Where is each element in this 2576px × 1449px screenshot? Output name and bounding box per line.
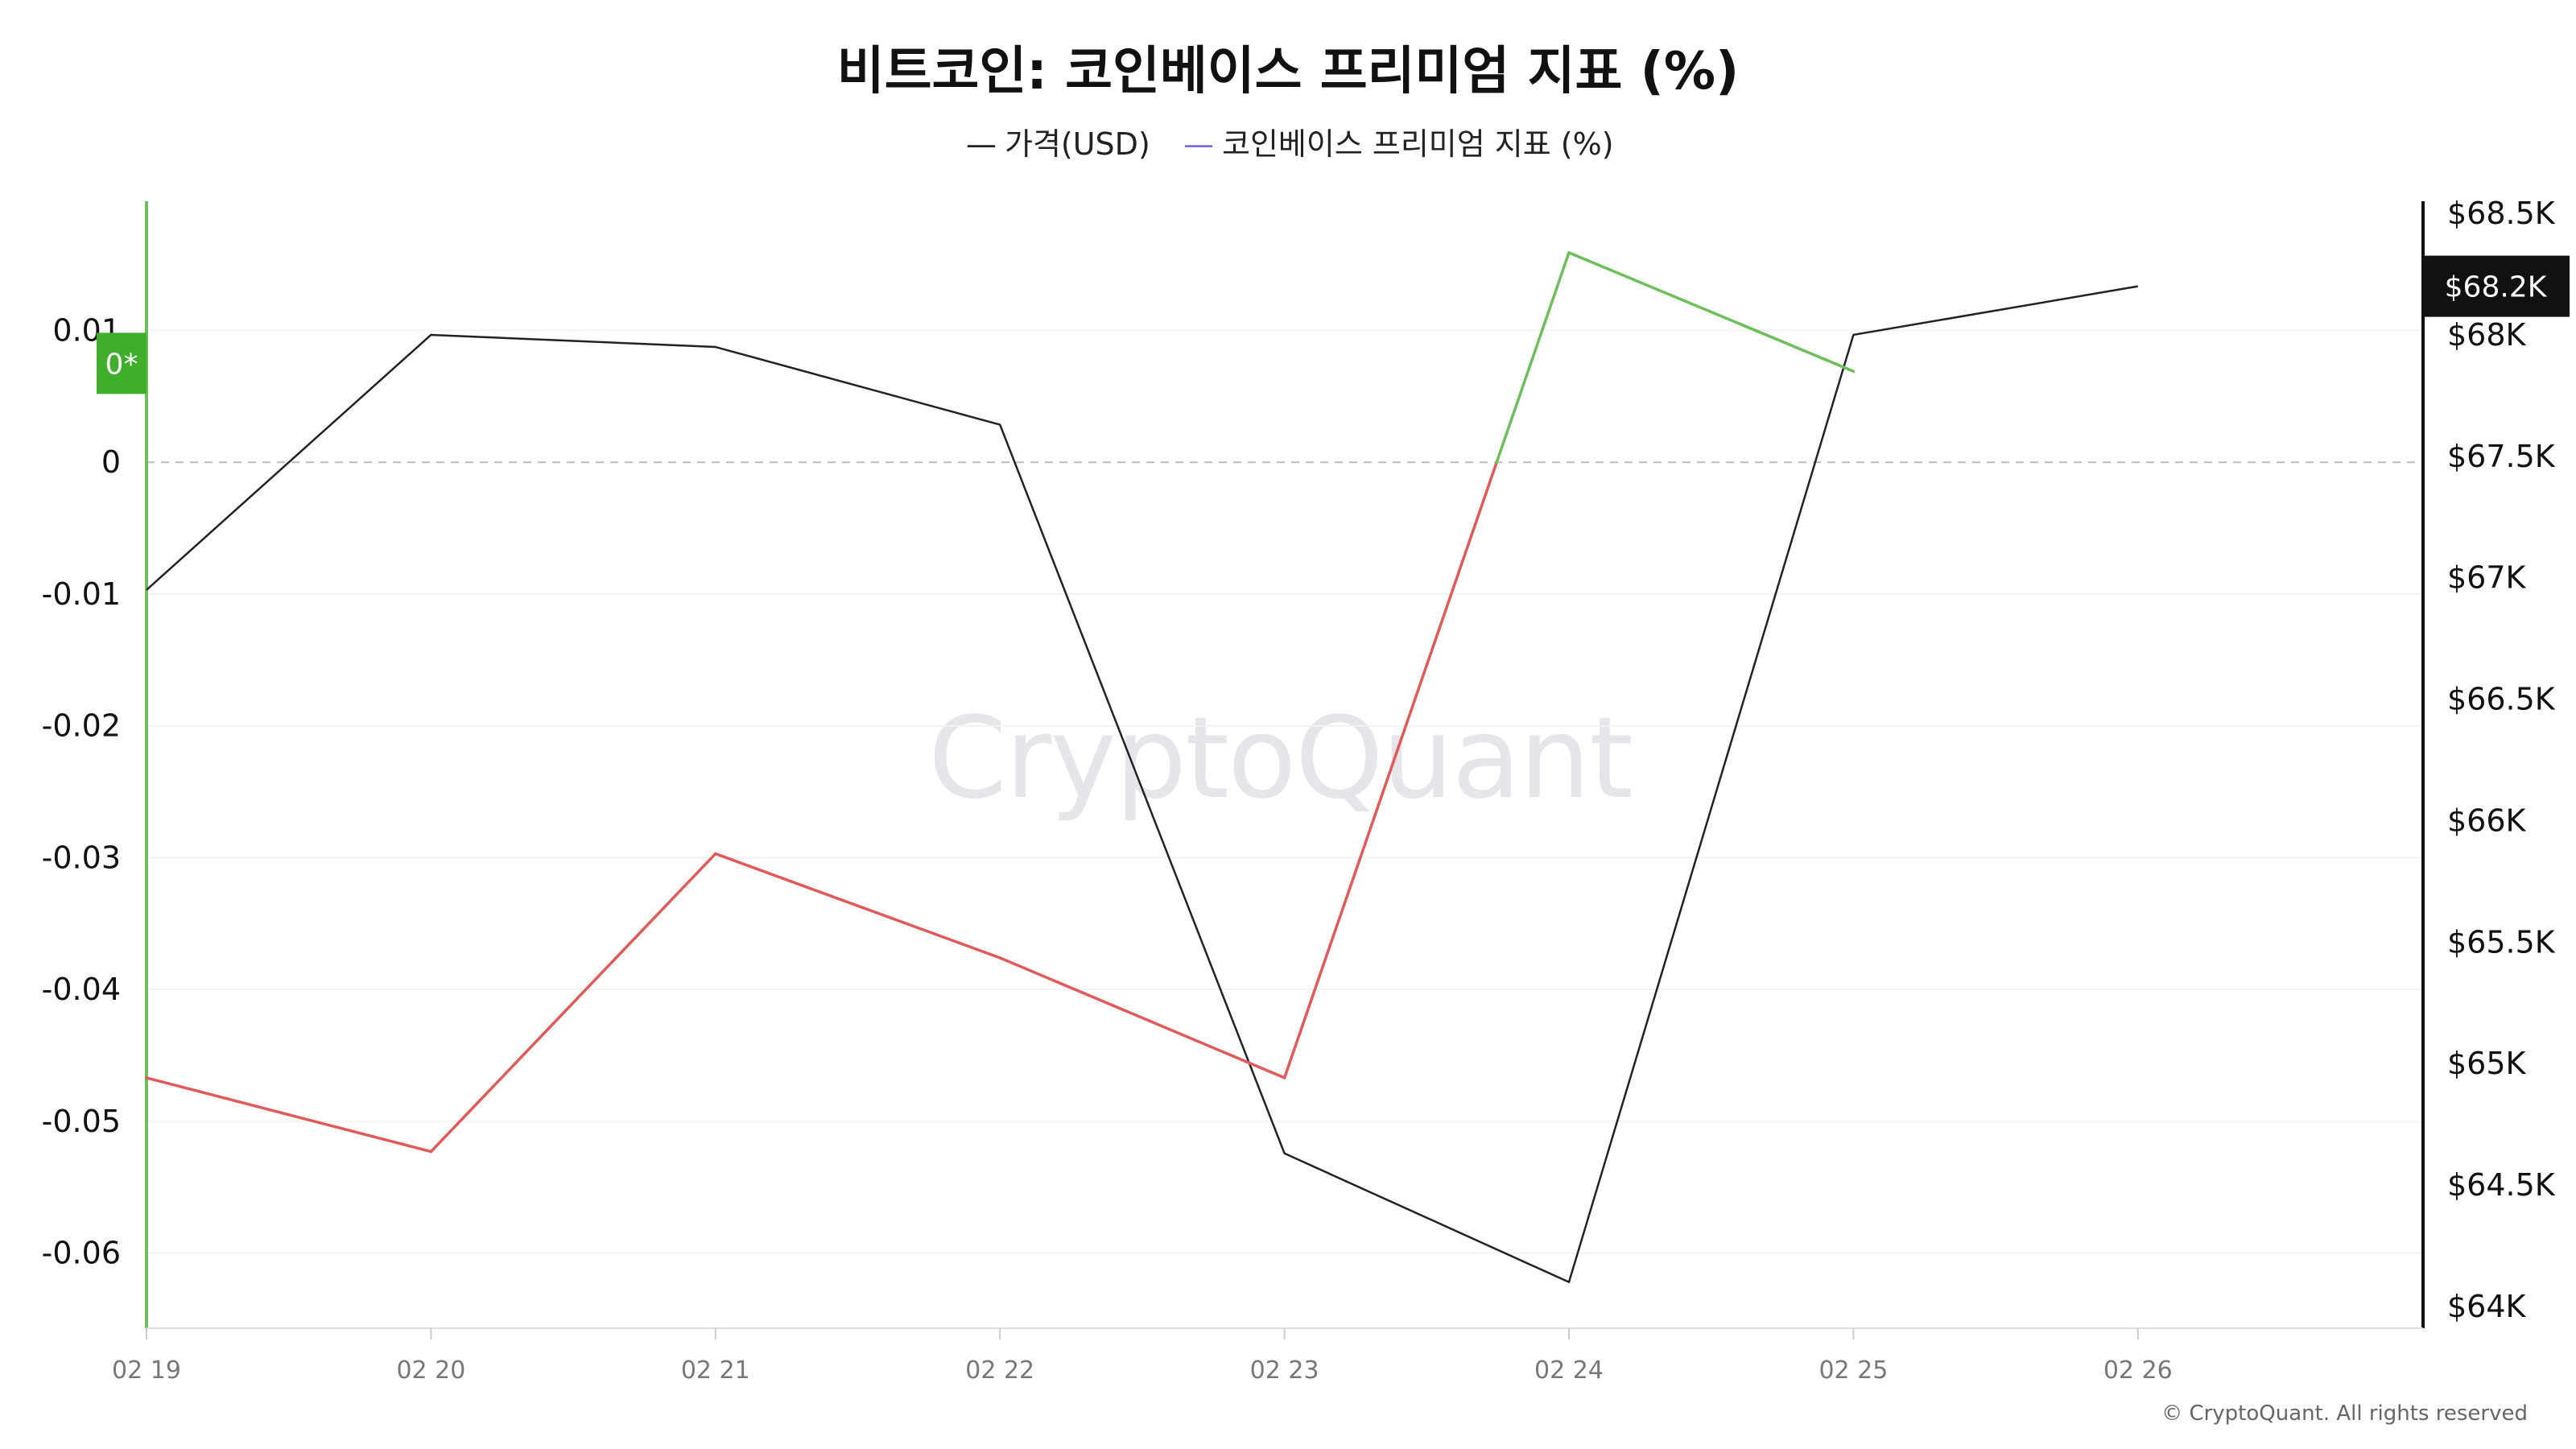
x-tick-label: 02 19 — [112, 1356, 181, 1385]
legend-marker-premium: — — [1183, 126, 1214, 162]
right-value-badge-label: $68.2K — [2445, 271, 2548, 304]
x-tick-label: 02 25 — [1818, 1356, 1888, 1385]
x-tick-label: 02 20 — [396, 1356, 465, 1385]
y-left-tick-label: -0.02 — [42, 708, 121, 744]
series-line-price — [146, 285, 2139, 1283]
chart-title: 비트코인: 코인베이스 프리미엄 지표 (%) — [837, 42, 1740, 101]
y-right-tick-label: $65.5K — [2447, 924, 2556, 960]
y-right-tick-label: $67.5K — [2447, 439, 2556, 474]
series-segment-premium — [429, 852, 717, 1154]
series-segment-premium — [1495, 251, 1571, 464]
left-value-badge-label: 0* — [105, 348, 138, 381]
y-right-tick-label: $64.5K — [2447, 1167, 2556, 1203]
y-right-tick-label: $64K — [2447, 1289, 2527, 1324]
x-tick-label: 02 21 — [681, 1356, 750, 1385]
y-right-tick-label: $68.5K — [2447, 196, 2556, 231]
grid-layer — [147, 329, 2423, 1254]
series-segment-premium — [714, 852, 1001, 960]
watermark-text: CryptoQuant — [928, 693, 1632, 824]
y-right-tick-label: $68K — [2447, 317, 2527, 353]
axis-layer: 0.010-0.01-0.02-0.03-0.04-0.05-0.06$68.5… — [42, 196, 2556, 1385]
y-right-tick-label: $66.5K — [2447, 682, 2556, 717]
copyright-text: © CryptoQuant. All rights reserved — [2161, 1402, 2528, 1426]
x-tick-label: 02 23 — [1250, 1356, 1319, 1385]
series-segment-premium — [998, 956, 1286, 1080]
y-right-tick-label: $67K — [2447, 560, 2527, 596]
left-value-badge — [97, 332, 147, 394]
legend-item-premium[interactable]: — 코인베이스 프리미엄 지표 (%) — [1183, 126, 1614, 162]
legend-item-price[interactable]: — 가격(USD) — [966, 126, 1150, 162]
y-left-tick-label: -0.01 — [42, 576, 121, 612]
legend-label-price: 가격(USD) — [1005, 126, 1150, 162]
series-segment-premium — [1567, 251, 1856, 373]
legend-label-premium: 코인베이스 프리미엄 지표 (%) — [1222, 126, 1614, 162]
y-left-tick-label: -0.05 — [42, 1104, 121, 1139]
legend: — 가격(USD) — 코인베이스 프리미엄 지표 (%) — [966, 126, 1614, 162]
x-tick-label: 02 22 — [965, 1356, 1034, 1385]
y-left-tick-label: -0.06 — [42, 1236, 121, 1271]
y-left-tick-label: -0.03 — [42, 840, 121, 875]
y-left-tick-label: 0 — [101, 444, 121, 480]
right-value-badge — [2421, 255, 2570, 317]
x-tick-label: 02 24 — [1534, 1356, 1604, 1385]
series-layer — [145, 251, 2139, 1283]
y-right-tick-label: $66K — [2447, 803, 2527, 838]
series-segment-premium — [1282, 460, 1498, 1080]
badge-layer: 0* $68.2K — [97, 255, 2570, 394]
legend-marker-price: — — [966, 126, 997, 162]
x-tick-label: 02 26 — [2103, 1356, 2173, 1385]
y-right-tick-label: $65K — [2447, 1046, 2527, 1081]
y-left-tick-label: -0.04 — [42, 972, 121, 1007]
series-segment-premium — [145, 1076, 433, 1154]
